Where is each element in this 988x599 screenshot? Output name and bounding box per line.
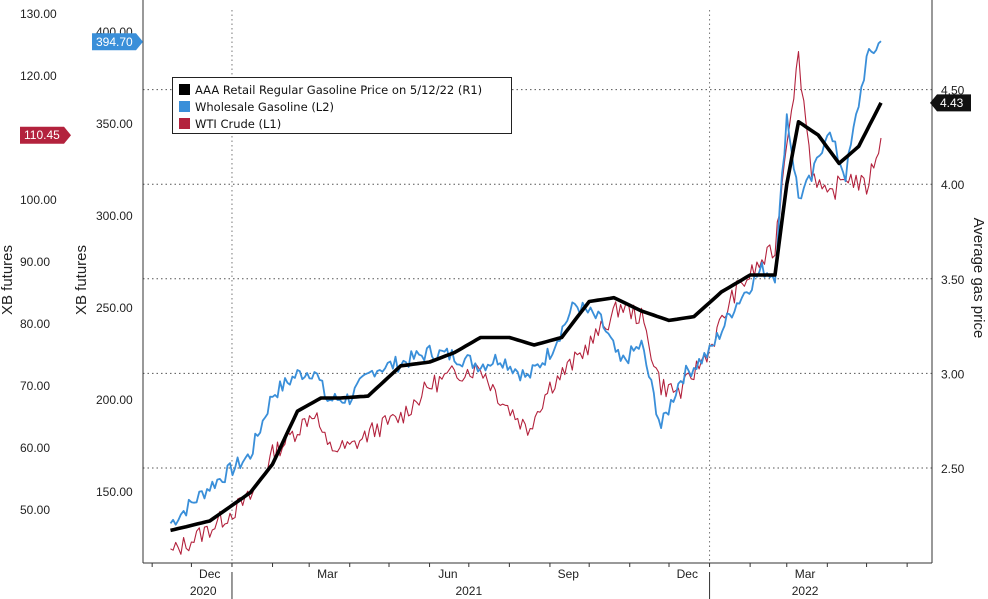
legend-swatch-wti xyxy=(179,118,190,129)
left-outer-tick-label: 120.00 xyxy=(20,69,57,83)
x-month-label: Sep xyxy=(558,567,580,581)
legend-swatch-wholesale xyxy=(179,101,190,112)
axis-titles: XB futures XB futures Average gas price xyxy=(0,218,987,339)
right-tick-label: 3.50 xyxy=(941,273,965,287)
x-month-label: Dec xyxy=(677,567,698,581)
legend-swatch-retail xyxy=(179,84,190,95)
series-line-wti-crude xyxy=(170,51,882,555)
left-outer-tick-label: 70.00 xyxy=(20,379,50,393)
x-year-label: 2022 xyxy=(792,584,819,598)
left-outer-tick-label: 130.00 xyxy=(20,7,57,21)
series-line-retail-gasoline xyxy=(170,101,883,533)
legend-item-wholesale: Wholesale Gasoline (L2) xyxy=(179,98,505,115)
x-axis-labels: Dec Mar Jun Sep Dec Mar 2020 2021 2022 xyxy=(190,567,819,599)
gridlines xyxy=(143,10,932,563)
left-outer-axis-title: XB futures xyxy=(0,245,16,315)
right-tick-label: 3.00 xyxy=(941,367,965,381)
wti-last-value-badge-shape xyxy=(20,126,71,144)
retail-last-value-badge-shape xyxy=(930,94,971,112)
left-inner-tick-label: 200.00 xyxy=(96,393,133,407)
x-month-label: Mar xyxy=(795,567,816,581)
right-tick-label: 4.00 xyxy=(941,178,965,192)
legend-item-retail: AAA Retail Regular Gasoline Price on 5/1… xyxy=(179,81,505,98)
legend-label-wti: WTI Crude (L1) xyxy=(195,116,282,131)
wholesale-last-value-badge-shape xyxy=(92,33,143,51)
x-month-label: Dec xyxy=(199,567,220,581)
right-tick-label: 2.50 xyxy=(941,462,965,476)
left-outer-tick-label: 50.00 xyxy=(20,503,50,517)
x-year-label: 2020 xyxy=(190,584,217,598)
axes xyxy=(142,0,933,567)
right-tick-label: 4.50 xyxy=(941,84,965,98)
left-outer-tick-label: 60.00 xyxy=(20,441,50,455)
series-line-wholesale-gasoline xyxy=(169,40,882,526)
left-inner-tick-label: 150.00 xyxy=(96,485,133,499)
left-outer-tick-label: 90.00 xyxy=(20,255,50,269)
wholesale-last-value-badge-text: 394.70 xyxy=(96,35,133,49)
left-inner-tick-label: 300.00 xyxy=(96,209,133,223)
left-inner-tick-label: 250.00 xyxy=(96,301,133,315)
left-inner-tick-label: 350.00 xyxy=(96,117,133,131)
legend-item-wti: WTI Crude (L1) xyxy=(179,115,505,132)
x-month-label: Jun xyxy=(438,567,457,581)
left-outer-tick-label: 100.00 xyxy=(20,193,57,207)
right-axis-title: Average gas price xyxy=(970,218,987,339)
left-inner-axis-title: XB futures xyxy=(73,245,90,315)
x-year-label: 2021 xyxy=(455,584,482,598)
value-badges: 394.70 110.45 4.43 xyxy=(20,33,971,144)
wti-last-value-badge-text: 110.45 xyxy=(24,128,60,142)
x-month-label: Mar xyxy=(317,567,338,581)
left-outer-tick-label: 80.00 xyxy=(20,317,50,331)
legend: AAA Retail Regular Gasoline Price on 5/1… xyxy=(172,77,512,134)
retail-last-value-badge-text: 4.43 xyxy=(940,96,964,110)
legend-label-retail: AAA Retail Regular Gasoline Price on 5/1… xyxy=(195,82,483,97)
legend-label-wholesale: Wholesale Gasoline (L2) xyxy=(195,99,335,114)
series-layer xyxy=(169,40,883,555)
